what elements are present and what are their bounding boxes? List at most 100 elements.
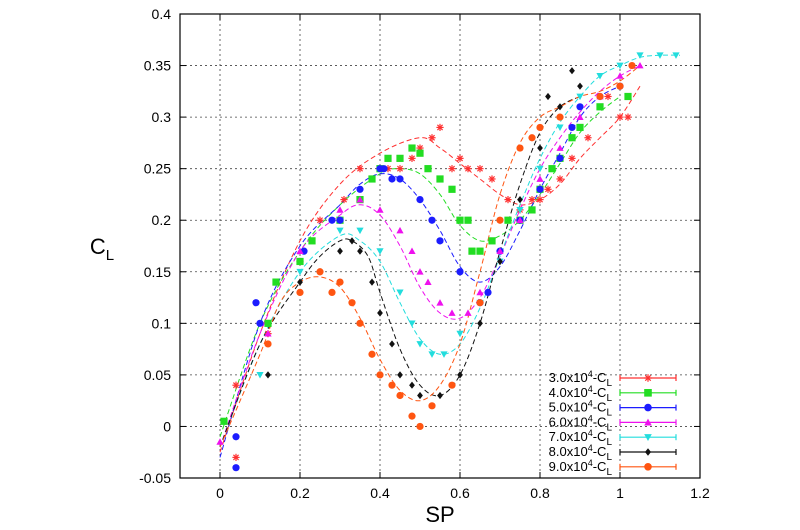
y-tick-label: 0.1 <box>152 315 172 331</box>
axis-ticks: 0 0.2 0.4 0.6 0.8 1 1.2 -0.05 0 0.05 0.1 0.15 0.2 0.2… <box>139 6 710 501</box>
data-point <box>296 288 304 296</box>
x-tick-label: 0.4 <box>370 485 390 501</box>
data-point <box>264 319 272 327</box>
series-7-points <box>264 61 636 431</box>
legend-label-part: L <box>606 452 612 463</box>
legend-label-part: 4 <box>588 369 593 379</box>
legend-label-part: -C <box>593 444 607 459</box>
legend-label-series-3: 5.0x104-CL <box>549 399 613 419</box>
y-tick-label: 0.15 <box>144 264 171 280</box>
data-point <box>396 165 404 173</box>
legend-label-part: 4 <box>588 384 593 394</box>
legend-marker-series-7 <box>644 463 652 471</box>
y-tick-label: 0.3 <box>152 109 172 125</box>
data-point <box>388 175 396 183</box>
data-point <box>232 433 240 441</box>
data-point <box>577 82 583 90</box>
data-point <box>568 154 576 162</box>
data-point <box>536 165 544 173</box>
legend-label-part: 8.0x10 <box>549 444 588 459</box>
data-point <box>336 278 344 286</box>
legend-label-part: 9.0x10 <box>549 459 588 474</box>
data-point <box>468 247 476 255</box>
data-point <box>216 438 224 445</box>
data-points <box>216 52 680 472</box>
data-point <box>232 453 240 461</box>
data-point <box>336 206 344 213</box>
data-point <box>477 319 483 327</box>
data-point <box>356 196 364 203</box>
fit-curve-series-1 <box>219 85 641 453</box>
data-point <box>220 417 228 425</box>
legend-label-series-6: 8.0x104-CL <box>549 443 613 463</box>
x-tick-label: 1.2 <box>690 485 710 501</box>
data-point <box>464 165 472 173</box>
legend-label-series-7: 9.0x104-CL <box>549 458 613 478</box>
legend-label-part: 4 <box>588 413 593 423</box>
data-point <box>544 185 552 193</box>
data-point <box>476 288 484 296</box>
data-point <box>516 144 524 152</box>
data-point <box>348 299 356 307</box>
fit-curve-series-2 <box>219 96 621 437</box>
data-point <box>536 123 544 132</box>
data-point <box>516 216 524 224</box>
series-4-points <box>216 61 644 445</box>
data-point <box>576 103 584 111</box>
data-point <box>416 268 424 275</box>
data-point <box>297 278 303 286</box>
series-1-points <box>232 92 632 461</box>
legend-marker-series-3 <box>644 403 652 412</box>
legend-label-part: 4 <box>588 443 593 453</box>
data-point <box>545 92 551 101</box>
data-point <box>328 216 336 224</box>
data-point <box>417 391 423 400</box>
data-point <box>616 113 624 121</box>
data-point <box>528 196 536 204</box>
data-point <box>437 391 443 400</box>
data-point <box>396 154 404 162</box>
data-point <box>376 371 384 379</box>
data-point <box>584 134 592 142</box>
data-point <box>616 82 624 90</box>
x-tick-label: 0.2 <box>290 485 310 501</box>
legend-label-part: 5.0x10 <box>549 400 588 415</box>
data-point <box>436 175 444 183</box>
legend-label-part: 7.0x10 <box>549 429 588 444</box>
data-point <box>376 248 384 255</box>
legend-marker-series-5 <box>644 434 652 441</box>
data-point <box>568 123 576 132</box>
data-point <box>528 206 536 214</box>
data-point <box>357 247 363 255</box>
data-point <box>504 216 512 224</box>
data-point <box>496 247 504 255</box>
legend-label-part: L <box>606 422 612 433</box>
data-point <box>476 299 484 307</box>
data-point <box>376 206 384 213</box>
data-point <box>416 149 424 157</box>
data-point <box>448 165 456 173</box>
data-point <box>424 165 432 173</box>
data-point <box>536 175 544 182</box>
data-point <box>396 175 404 183</box>
legend-marker-series-6 <box>644 448 652 456</box>
data-point <box>448 185 456 193</box>
y-tick-label: 0.05 <box>144 367 171 383</box>
data-point <box>448 381 456 389</box>
data-point <box>408 320 416 327</box>
data-point <box>569 67 575 75</box>
legend-label-part: 4 <box>588 399 593 409</box>
data-point <box>628 61 636 70</box>
data-point <box>356 185 364 193</box>
data-point <box>636 61 644 69</box>
data-point <box>256 372 264 379</box>
data-point <box>516 207 524 214</box>
data-point <box>397 371 403 379</box>
data-point <box>504 196 512 204</box>
legend-label-series-5: 7.0x104-CL <box>549 428 613 448</box>
data-point <box>440 351 448 358</box>
data-point <box>556 113 564 121</box>
data-point <box>536 185 544 193</box>
data-point <box>265 371 271 379</box>
data-point <box>296 257 304 266</box>
